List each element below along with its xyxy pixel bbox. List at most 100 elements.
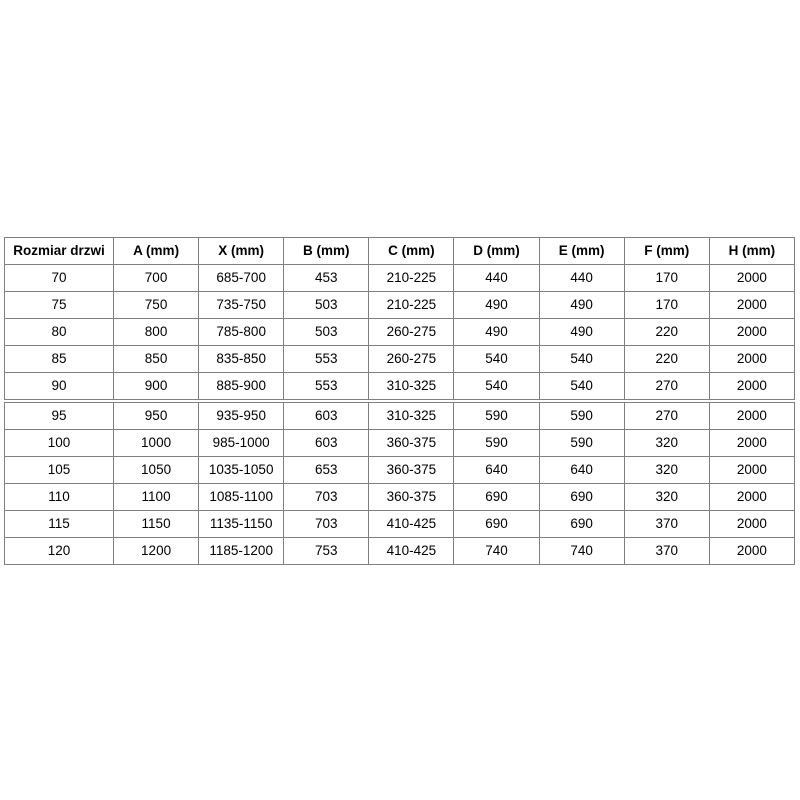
table-cell: 2000 [708,372,796,400]
door-size-table-bottom: 95 950 935-950 603 310-325 590 590 270 2000 100 10… [3,402,796,565]
table-cell: 640 [453,456,540,484]
table-cell: 700 [113,264,200,292]
table-cell: 210-225 [368,264,455,292]
table-cell: 703 [283,510,370,538]
table-cell: 1085-1100 [198,483,285,511]
table-cell: 310-325 [368,402,455,430]
table-cell: 2000 [708,456,796,484]
table-row: 70 700 685-700 453 210-225 440 440 170 2000 [3,264,796,292]
header-cell: H (mm) [708,237,796,265]
table-cell: 2000 [708,537,796,565]
table-cell: 690 [453,483,540,511]
table-cell: 685-700 [198,264,285,292]
table-cell: 370 [623,537,710,565]
table-cell: 270 [623,372,710,400]
table-cell: 453 [283,264,370,292]
header-cell: B (mm) [283,237,370,265]
table-cell: 2000 [708,345,796,373]
table-cell: 490 [453,318,540,346]
table-cell: 750 [113,291,200,319]
table-cell: 553 [283,372,370,400]
table-cell: 210-225 [368,291,455,319]
header-cell: X (mm) [198,237,285,265]
table-cell: 2000 [708,429,796,457]
table-cell: 503 [283,318,370,346]
table-body-top: 70 700 685-700 453 210-225 440 440 170 2000 75 750… [3,264,796,400]
table-cell: 1200 [113,537,200,565]
table-row: 120 1200 1185-1200 753 410-425 740 740 370 2000 [3,537,796,565]
table-cell: 440 [538,264,625,292]
table-cell: 310-325 [368,372,455,400]
table-cell: 735-750 [198,291,285,319]
header-cell: Rozmiar drzwi [3,237,115,265]
table-cell: 603 [283,429,370,457]
table-cell: 120 [3,537,115,565]
header-cell: E (mm) [538,237,625,265]
table-cell: 640 [538,456,625,484]
table-cell: 690 [538,510,625,538]
table-row: 80 800 785-800 503 260-275 490 490 220 2000 [3,318,796,346]
table-row: 110 1100 1085-1100 703 360-375 690 690 320 2000 [3,483,796,511]
table-cell: 540 [453,372,540,400]
table-cell: 220 [623,318,710,346]
table-cell: 490 [538,291,625,319]
table-cell: 540 [538,372,625,400]
table-cell: 1150 [113,510,200,538]
table-row: 95 950 935-950 603 310-325 590 590 270 2000 [3,402,796,430]
table-cell: 690 [453,510,540,538]
header-cell: F (mm) [623,237,710,265]
table-cell: 70 [3,264,115,292]
table-cell: 170 [623,264,710,292]
table-cell: 270 [623,402,710,430]
table-cell: 320 [623,483,710,511]
table-cell: 320 [623,429,710,457]
table-cell: 740 [538,537,625,565]
table-cell: 80 [3,318,115,346]
table-cell: 410-425 [368,510,455,538]
header-row: Rozmiar drzwi A (mm) X (mm) B (mm) C (mm) D (… [3,237,796,265]
table-cell: 2000 [708,483,796,511]
table-cell: 90 [3,372,115,400]
table-section-gap [4,400,795,402]
table-cell: 220 [623,345,710,373]
table-row: 105 1050 1035-1050 653 360-375 640 640 320 2000 [3,456,796,484]
table-cell: 935-950 [198,402,285,430]
table-row: 85 850 835-850 553 260-275 540 540 220 2000 [3,345,796,373]
table-cell: 503 [283,291,370,319]
table-cell: 360-375 [368,483,455,511]
table-cell: 360-375 [368,456,455,484]
table-row: 115 1150 1135-1150 703 410-425 690 690 370 2000 [3,510,796,538]
table-cell: 95 [3,402,115,430]
table-cell: 490 [538,318,625,346]
table-cell: 110 [3,483,115,511]
table-cell: 690 [538,483,625,511]
table-cell: 85 [3,345,115,373]
table-cell: 603 [283,402,370,430]
table-cell: 590 [538,429,625,457]
table-cell: 653 [283,456,370,484]
table-cell: 260-275 [368,318,455,346]
table-row: 75 750 735-750 503 210-225 490 490 170 2000 [3,291,796,319]
table-cell: 540 [538,345,625,373]
header-cell: C (mm) [368,237,455,265]
table-cell: 950 [113,402,200,430]
table-cell: 1050 [113,456,200,484]
door-size-table: Rozmiar drzwi A (mm) X (mm) B (mm) C (mm) D (… [3,237,796,565]
table-cell: 490 [453,291,540,319]
table-body-bottom: 95 950 935-950 603 310-325 590 590 270 2000 100 10… [3,402,796,565]
table-cell: 440 [453,264,540,292]
table-cell: 1000 [113,429,200,457]
table-cell: 105 [3,456,115,484]
table-cell: 2000 [708,318,796,346]
table-cell: 553 [283,345,370,373]
table-cell: 100 [3,429,115,457]
table-cell: 75 [3,291,115,319]
table-cell: 115 [3,510,115,538]
table-cell: 2000 [708,510,796,538]
table-cell: 2000 [708,402,796,430]
table-cell: 2000 [708,264,796,292]
table-cell: 753 [283,537,370,565]
table-cell: 360-375 [368,429,455,457]
table-row: 100 1000 985-1000 603 360-375 590 590 320 2000 [3,429,796,457]
table-cell: 1135-1150 [198,510,285,538]
